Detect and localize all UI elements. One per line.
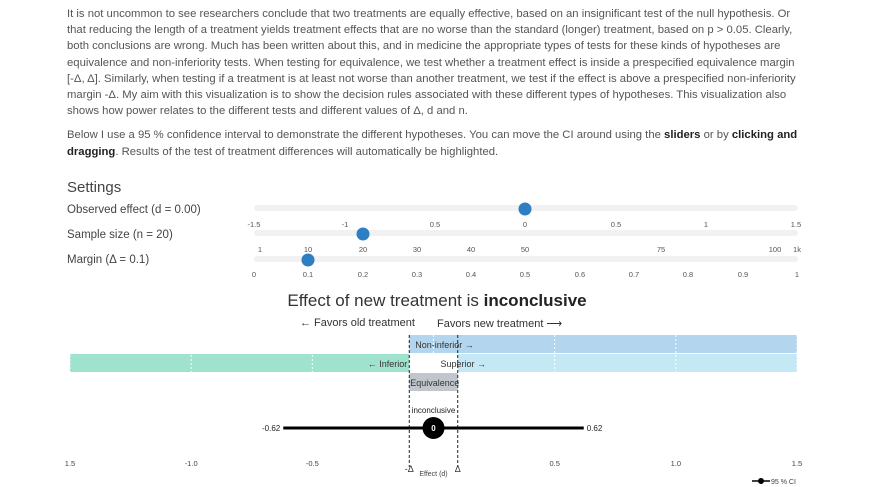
axis-tick-label: 0.5 [549, 459, 559, 468]
margin-label: Margin (Δ = 0.1) [67, 254, 150, 266]
inferior-region [70, 354, 410, 372]
margin-tick: 0.3 [411, 270, 423, 279]
sample-tick: 1k [793, 245, 801, 254]
effect-tick: -1.5 [247, 220, 261, 229]
drag-emphasis: clicking and dragging [67, 129, 798, 158]
intro-p2-text-3: . Results of the test of treatment diffe… [115, 145, 499, 158]
pos-delta-label: Δ [455, 464, 461, 474]
sample-tick: 10 [303, 245, 313, 254]
sample-tick: 20 [358, 245, 368, 254]
margin-tick: 0.8 [682, 270, 694, 279]
intro-text: It is not uncommon to see researchers co… [67, 6, 802, 168]
sample-tick: 75 [656, 245, 666, 254]
intro-paragraph-1: It is not uncommon to see researchers co… [67, 8, 796, 118]
effect-tick: 1 [703, 220, 709, 229]
hypothesis-plot[interactable]: Non-inferior → ← Inferior Superior → Equiva… [0, 327, 874, 487]
sample-tick: 1 [257, 245, 263, 254]
inferior-label: ← Inferior [368, 359, 408, 369]
sample-tick: 100 [768, 245, 782, 254]
effect-tick: 0.5 [610, 220, 622, 229]
axis-tick-label: 1.5 [65, 459, 75, 468]
favors-old-label: ← Favors old treatment [300, 317, 415, 329]
effect-tick: 0.5 [429, 220, 441, 229]
axis-tick-label: -1.0 [185, 459, 198, 468]
inconclusive-label: inconclusive [412, 406, 456, 415]
ci-point-estimate[interactable] [422, 417, 445, 439]
margin-tick: 0.6 [574, 270, 586, 279]
equivalence-region [409, 373, 458, 391]
axis-tick-label: -0.5 [306, 459, 319, 468]
ci-upper-label: 0.62 [587, 424, 603, 433]
margin-tick: 1 [794, 270, 800, 279]
margin-tick: 0.4 [465, 270, 477, 279]
legend-ci-dot [758, 478, 764, 484]
intro-p2-text: Below I use a 95 % confidence interval t… [67, 129, 665, 142]
verdict-heading: Effect of new treatment is inconclusive [0, 291, 874, 311]
margin-slider-track[interactable] [254, 256, 798, 262]
sample-tick: 40 [466, 245, 476, 254]
effect-tick: 1.5 [790, 220, 802, 229]
effect-label: Observed effect (d = 0.00) [67, 204, 201, 216]
effect-tick: -1 [341, 220, 349, 229]
margin-tick: 0.7 [628, 270, 640, 279]
superior-label: Superior → [441, 359, 487, 369]
legend-ci-label: 95 % CI [771, 479, 796, 486]
noninferior-region [409, 335, 797, 353]
intro-p2-text-2: or by [700, 129, 732, 142]
x-axis-label: Effect (d) [419, 471, 447, 478]
neg-delta-label: -Δ [405, 464, 414, 474]
equivalence-label: Equivalence [410, 378, 459, 388]
verdict-prefix: Effect of new treatment is [287, 291, 484, 310]
sample-size-slider-handle[interactable] [356, 227, 370, 240]
ci-point-label: 0 [431, 424, 436, 433]
margin-tick: 0 [251, 270, 257, 279]
sliders-emphasis: sliders [664, 129, 701, 142]
noninferior-label: Non-inferior → [415, 340, 474, 350]
sample-size-slider-track[interactable] [254, 230, 798, 236]
sample-tick: 50 [520, 245, 530, 254]
margin-slider-handle[interactable] [301, 253, 315, 266]
margin-tick: 0.2 [357, 270, 369, 279]
intro-paragraph-2: Below I use a 95 % confidence interval t… [67, 127, 802, 159]
margin-tick: 0.9 [737, 270, 749, 279]
sample-size-label: Sample size (n = 20) [67, 229, 173, 241]
margin-tick: 0.5 [519, 270, 531, 279]
effect-tick: 0 [522, 220, 528, 229]
favors-new-label: Favors new treatment ⟶ [437, 318, 563, 330]
effect-slider-handle[interactable] [518, 202, 532, 215]
superior-region [457, 354, 797, 372]
settings-title: Settings [67, 179, 122, 196]
axis-tick-label: 1.5 [792, 459, 802, 468]
ci-lower-label: -0.62 [262, 424, 281, 433]
axis-tick-label: 1.0 [671, 459, 681, 468]
verdict-result: inconclusive [483, 291, 587, 310]
sample-tick: 30 [412, 245, 422, 254]
margin-tick: 0.1 [302, 270, 314, 279]
